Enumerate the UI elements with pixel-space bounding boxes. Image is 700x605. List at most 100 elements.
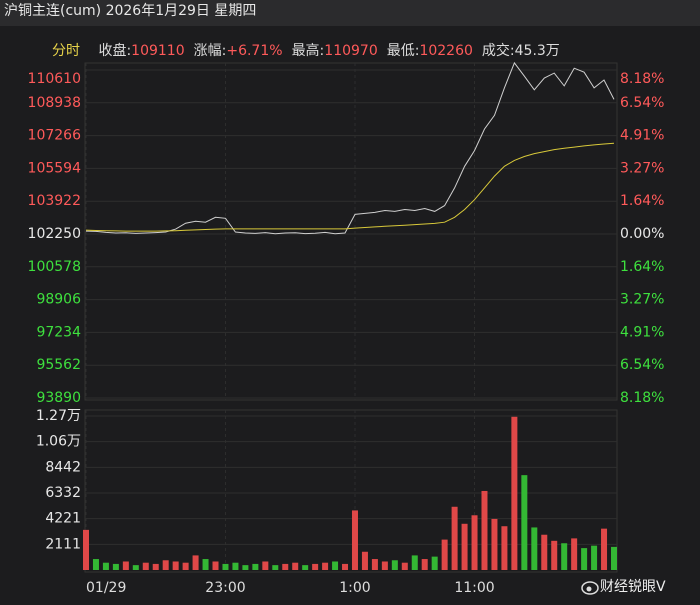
volume-bar (172, 561, 179, 570)
volume-bar (551, 540, 558, 570)
volume-bar (521, 475, 528, 570)
x-tick-label: 23:00 (205, 580, 245, 596)
volume-bar (212, 561, 219, 570)
y2-tick-label: 8.18% (620, 390, 664, 406)
volume-bar (461, 523, 468, 570)
y-tick-label: 108938 (28, 95, 81, 111)
volume-bar (481, 490, 488, 570)
stat-label: 收盘: (98, 43, 132, 59)
volume-bar (411, 555, 418, 570)
volume-bar (381, 561, 388, 570)
y-tick-label: 102250 (28, 226, 81, 242)
volume-bar (322, 562, 329, 570)
volume-bar (142, 562, 149, 570)
volume-bar (192, 555, 199, 570)
volume-bar (312, 563, 319, 570)
volume-bar (202, 559, 209, 570)
y2-tick-label: 0.00% (620, 226, 664, 242)
stats-row: 分时 收盘:109110 涨幅:+6.71% 最高:110970 最低:102260 成… (52, 40, 569, 60)
volume-bar (581, 548, 588, 570)
volume-bar (102, 562, 109, 570)
y-tick-label: 97234 (36, 324, 81, 340)
volume-bar (232, 562, 239, 570)
y-tick-label: 6332 (45, 485, 81, 501)
volume-bar (112, 563, 119, 570)
volume-bar (162, 560, 169, 570)
volume-bar (611, 546, 617, 570)
stat-value: 109110 (131, 43, 185, 59)
y-tick-label: 110610 (28, 71, 81, 87)
weibo-icon (581, 581, 599, 595)
stat-value: 45.3万 (514, 43, 560, 59)
x-tick-label: 1:00 (339, 580, 370, 596)
y-tick-label: 2111 (45, 536, 81, 552)
y2-tick-label: 4.91% (620, 324, 664, 340)
y-tick-label: 93890 (36, 390, 81, 406)
volume-frame (84, 409, 618, 573)
y-tick-label: 103922 (28, 193, 81, 209)
watermark: 财经锐眼V (600, 579, 666, 595)
volume-bar (601, 528, 608, 570)
volume-bar (272, 565, 279, 570)
volume-bar (262, 561, 269, 570)
volume-bar (252, 563, 259, 570)
y2-tick-label: 1.64% (620, 193, 664, 209)
volume-bar (561, 543, 568, 570)
y-tick-label: 4221 (45, 511, 81, 527)
volume-bar (83, 529, 89, 570)
volume-bar (122, 561, 129, 570)
y2-tick-label: 1.64% (620, 259, 664, 275)
price-line (85, 142, 615, 232)
volume-bar (391, 560, 398, 570)
price-frame (84, 62, 618, 401)
x-tick-label: 11:00 (454, 580, 494, 596)
y-tick-label: 98906 (36, 292, 81, 308)
volume-bar (541, 534, 548, 570)
y2-tick-label: 8.18% (620, 71, 664, 87)
stat-value: 102260 (419, 43, 473, 59)
volume-bar (471, 515, 478, 570)
y2-tick-label: 4.91% (620, 128, 664, 144)
volume-bar (401, 562, 408, 570)
y2-tick-label: 6.54% (620, 357, 664, 373)
volume-bar (591, 545, 598, 570)
y-tick-label: 95562 (36, 357, 81, 373)
volume-bar (421, 559, 428, 570)
stat-label: 涨幅: (193, 43, 227, 59)
volume-bar (511, 416, 518, 570)
volume-bar (531, 527, 538, 570)
volume-bar (351, 510, 358, 570)
y-tick-label: 100578 (28, 259, 81, 275)
volume-bar (302, 565, 309, 570)
y-tick-label: 1.06万 (36, 434, 81, 450)
volume-bar (332, 561, 339, 570)
volume-bar (282, 563, 289, 570)
stat-label: 成交: (481, 43, 515, 59)
volume-bar (182, 562, 189, 570)
volume-bar (451, 506, 458, 570)
title: 沪铜主连(cum) 2026年1月29日 星期四 (4, 3, 257, 19)
y-tick-label: 105594 (28, 160, 82, 176)
volume-bar (342, 563, 349, 570)
x-tick-label: 01/29 (86, 580, 126, 596)
volume-bar (441, 539, 448, 570)
volume-bar (242, 565, 249, 570)
y-tick-label: 1.27万 (36, 408, 81, 424)
volume-bar (361, 551, 368, 570)
title-bar: 沪铜主连(cum) 2026年1月29日 星期四 (0, 0, 700, 26)
mode-tab[interactable]: 分时 (52, 43, 80, 59)
y-tick-label: 8442 (45, 459, 81, 475)
y2-tick-label: 3.27% (620, 292, 664, 308)
volume-bar (92, 559, 99, 570)
volume-bar (491, 518, 498, 570)
stat-label: 最低: (386, 43, 420, 59)
volume-bar (292, 562, 299, 570)
stat-value: 110970 (324, 43, 378, 59)
volume-bar (132, 565, 139, 570)
y2-tick-label: 6.54% (620, 95, 664, 111)
stat-value: +6.71% (226, 43, 283, 59)
stat-label: 最高: (291, 43, 325, 59)
y-tick-label: 107266 (28, 128, 82, 144)
